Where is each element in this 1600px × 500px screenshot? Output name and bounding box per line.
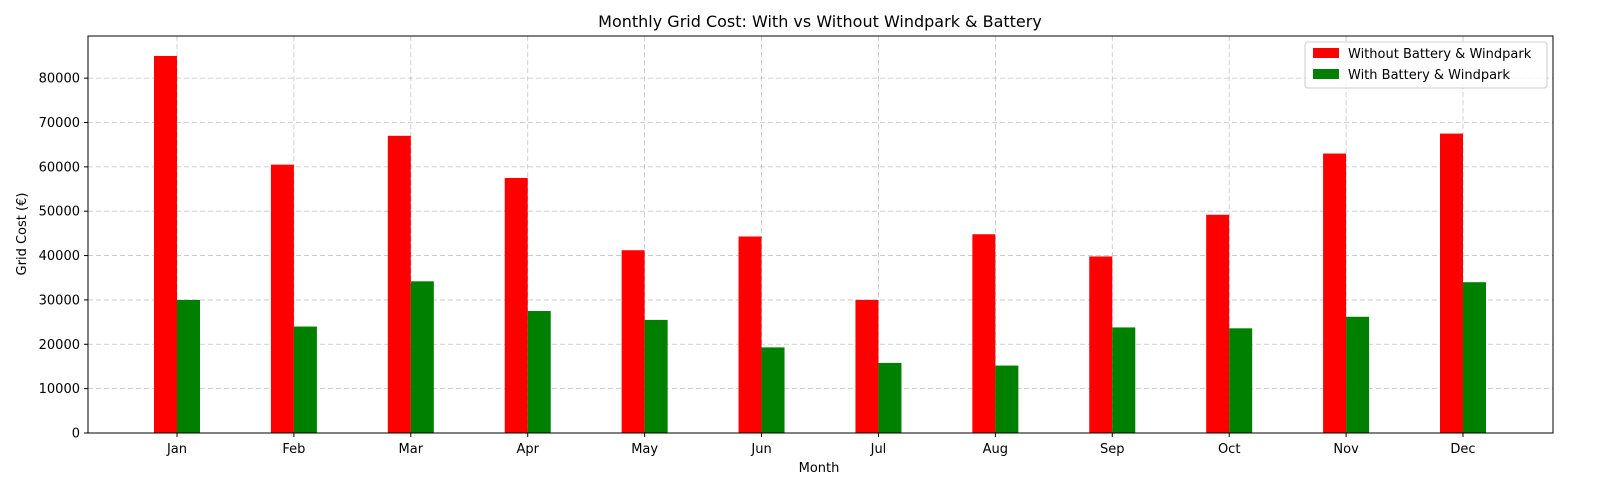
bar-with-jul [878, 362, 902, 433]
bar-with-jun [761, 347, 785, 433]
legend-label: With Battery & Windpark [1348, 68, 1510, 83]
bar-with-aug [995, 365, 1019, 433]
bar-with-nov [1346, 316, 1370, 433]
bar-without-sep [1089, 256, 1113, 433]
x-axis-ticks: Jan Feb Mar Apr May Jun Jul Aug Sep Oct Nov Dec [166, 433, 1476, 457]
y-tick-label: 10000 [39, 382, 80, 397]
x-tick-label: Nov [1333, 442, 1359, 457]
x-axis-label: Month [799, 461, 840, 476]
x-tick-label: Apr [516, 442, 539, 457]
bar-without-jul [855, 299, 879, 433]
y-tick-label: 30000 [39, 293, 80, 308]
bar-with-may [644, 319, 668, 433]
bar-without-jun [738, 236, 762, 433]
bar-with-sep [1112, 327, 1136, 433]
legend-swatch [1313, 69, 1339, 79]
x-tick-label: Aug [983, 442, 1008, 457]
x-tick-label: Dec [1450, 442, 1475, 457]
legend: Without Battery & Windpark With Battery &… [1304, 41, 1548, 89]
y-tick-label: 0 [72, 427, 80, 442]
bar-without-oct [1206, 214, 1230, 433]
bar-with-feb [293, 326, 317, 433]
x-tick-label: Oct [1218, 442, 1240, 457]
x-tick-label: Feb [282, 442, 305, 457]
legend-label: Without Battery & Windpark [1348, 47, 1532, 62]
bar-with-jan [177, 299, 200, 433]
y-tick-label: 80000 [39, 72, 80, 87]
y-tick-label: 20000 [39, 338, 80, 353]
x-tick-label: May [631, 442, 658, 457]
y-tick-label: 50000 [39, 205, 80, 220]
bar-without-feb [270, 164, 294, 433]
y-axis-label: Grid Cost (€) [15, 193, 30, 276]
bar-with-oct [1229, 328, 1253, 433]
bar-without-nov [1323, 153, 1347, 433]
bar-without-jan [154, 55, 177, 433]
bars [154, 55, 1486, 433]
plot-frame [87, 35, 1554, 434]
bar-without-dec [1440, 133, 1463, 433]
x-tick-label: Mar [399, 442, 424, 457]
y-axis-ticks: 0 10000 20000 30000 40000 50000 60000 70000 8000… [39, 72, 88, 442]
x-tick-label: Jun [750, 442, 771, 457]
bar-without-mar [387, 135, 411, 433]
x-tick-label: Jan [166, 442, 187, 457]
legend-box [1304, 41, 1548, 89]
y-tick-label: 60000 [39, 160, 80, 175]
y-tick-label: 70000 [39, 116, 80, 131]
y-tick-label: 40000 [39, 249, 80, 264]
bar-without-apr [504, 177, 528, 433]
bar-without-may [621, 250, 645, 433]
bar-with-dec [1463, 282, 1486, 433]
bar-without-aug [972, 234, 996, 433]
legend-swatch [1313, 48, 1339, 58]
x-tick-label: Sep [1100, 442, 1125, 457]
bar-with-apr [527, 311, 551, 433]
chart-title: Monthly Grid Cost: With vs Without Windp… [598, 12, 1042, 31]
bar-with-mar [410, 281, 434, 433]
x-tick-label: Jul [870, 442, 887, 457]
